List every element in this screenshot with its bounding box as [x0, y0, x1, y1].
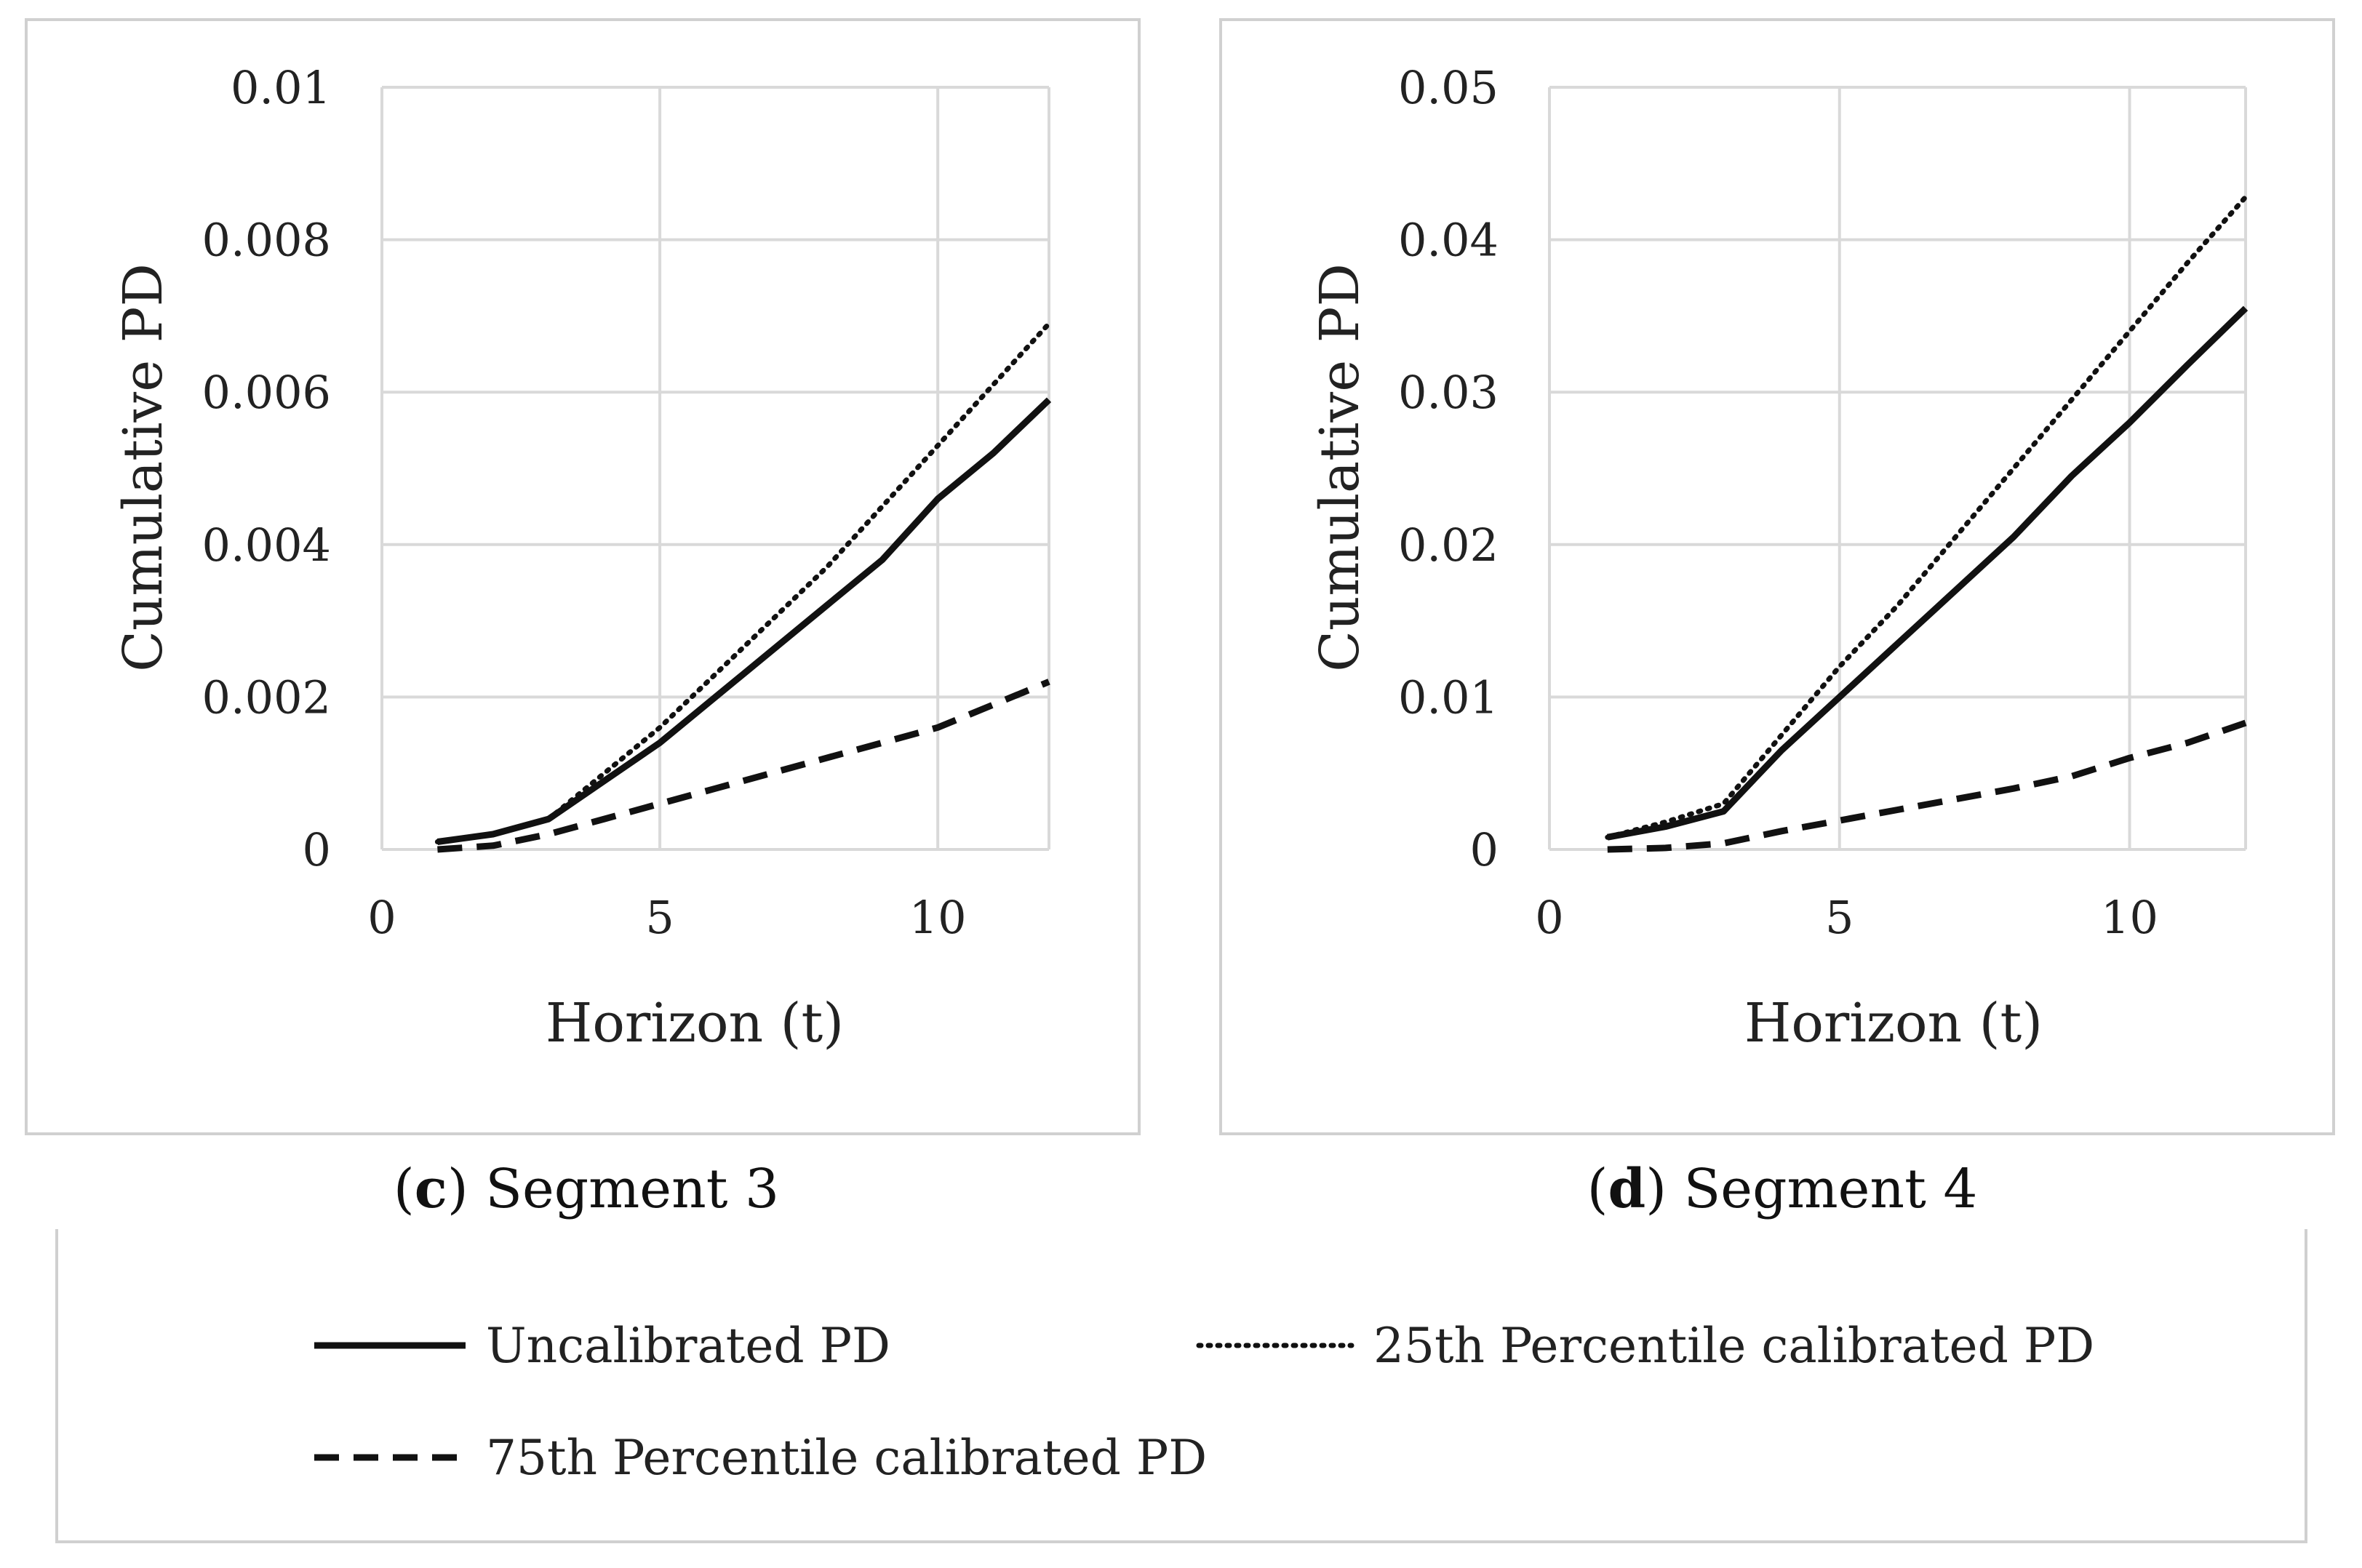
caption-c-text: Segment 3: [485, 1158, 779, 1220]
panel-d-gridlines: [1548, 86, 2247, 851]
panel-c-x-axis-label: Horizon (t): [546, 992, 844, 1055]
panel-c-y-axis-label: Cumulative PD: [112, 263, 175, 672]
panel-d-x-tick-label: 0: [1535, 891, 1563, 944]
panel-c-y-tick-label: 0.002: [202, 671, 332, 724]
caption-c-letter: c: [415, 1158, 447, 1220]
legend: Uncalibrated PD 25th Percentile calibrat…: [55, 1229, 2307, 1543]
panel-c-series-dashed: [437, 679, 1050, 853]
chart-panel-d: 0 0.01 0.02 0.03 0.04 0.05 0 5 10 Horizon (t) Cu…: [1219, 18, 2335, 1135]
panel-c-gridlines: [380, 86, 1050, 851]
chart-panel-c: 0 0.002 0.004 0.006 0.008 0.01 0 5 10 Horizon (t…: [25, 18, 1141, 1135]
panel-d-series-dashed: [1607, 719, 2247, 853]
panel-c-series-dotted: [434, 321, 1052, 844]
panel-c-x-tick-label: 5: [645, 891, 674, 944]
panel-c-y-tick-label: 0.004: [202, 519, 332, 572]
panel-d-x-tick-label: 5: [1825, 891, 1854, 944]
panel-c-y-tick-label: 0.006: [202, 366, 332, 419]
panel-c-tick-labels: 0 0.002 0.004 0.006 0.008 0.01 0 5 10: [202, 61, 967, 944]
legend-label-uncalibrated: Uncalibrated PD: [486, 1318, 890, 1374]
panel-d-y-tick-label: 0.03: [1398, 366, 1499, 419]
panel-d-y-tick-label: 0.05: [1398, 61, 1499, 114]
panel-c-x-tick-label: 10: [909, 891, 967, 944]
panel-c-y-tick-label: 0: [303, 823, 331, 876]
panel-d-x-tick-label: 10: [2101, 891, 2158, 944]
panel-c-x-tick-label: 0: [367, 891, 396, 944]
caption-c: (c) Segment 3: [394, 1158, 779, 1220]
panel-d-series-solid: [1606, 305, 2249, 841]
panel-d-frame: [1219, 18, 2335, 1135]
caption-d-text: Segment 4: [1684, 1158, 1978, 1220]
caption-d-letter: d: [1608, 1158, 1645, 1220]
panel-d-series-dotted: [1605, 194, 2249, 840]
panel-d-series: [1605, 194, 2249, 853]
panel-c-frame: [25, 18, 1141, 1135]
panel-c-y-tick-label: 0.01: [231, 61, 331, 114]
panel-d-y-tick-label: 0: [1470, 823, 1499, 876]
panel-d-y-tick-label: 0.02: [1398, 519, 1499, 572]
caption-d: (d) Segment 4: [1587, 1158, 1978, 1220]
legend-label-25th: 25th Percentile calibrated PD: [1373, 1318, 2094, 1374]
panel-c-y-tick-label: 0.008: [202, 214, 332, 267]
panel-d-y-tick-label: 0.01: [1398, 671, 1499, 724]
panel-d-y-tick-label: 0.04: [1398, 214, 1499, 267]
panel-d-y-axis-label: Cumulative PD: [1309, 263, 1371, 672]
legend-frame: [55, 1229, 2307, 1543]
panel-c-series: [434, 321, 1052, 853]
panel-d-x-axis-label: Horizon (t): [1744, 992, 2043, 1055]
legend-label-75th: 75th Percentile calibrated PD: [486, 1430, 1207, 1486]
panel-d-tick-labels: 0 0.01 0.02 0.03 0.04 0.05 0 5 10: [1398, 61, 2158, 944]
